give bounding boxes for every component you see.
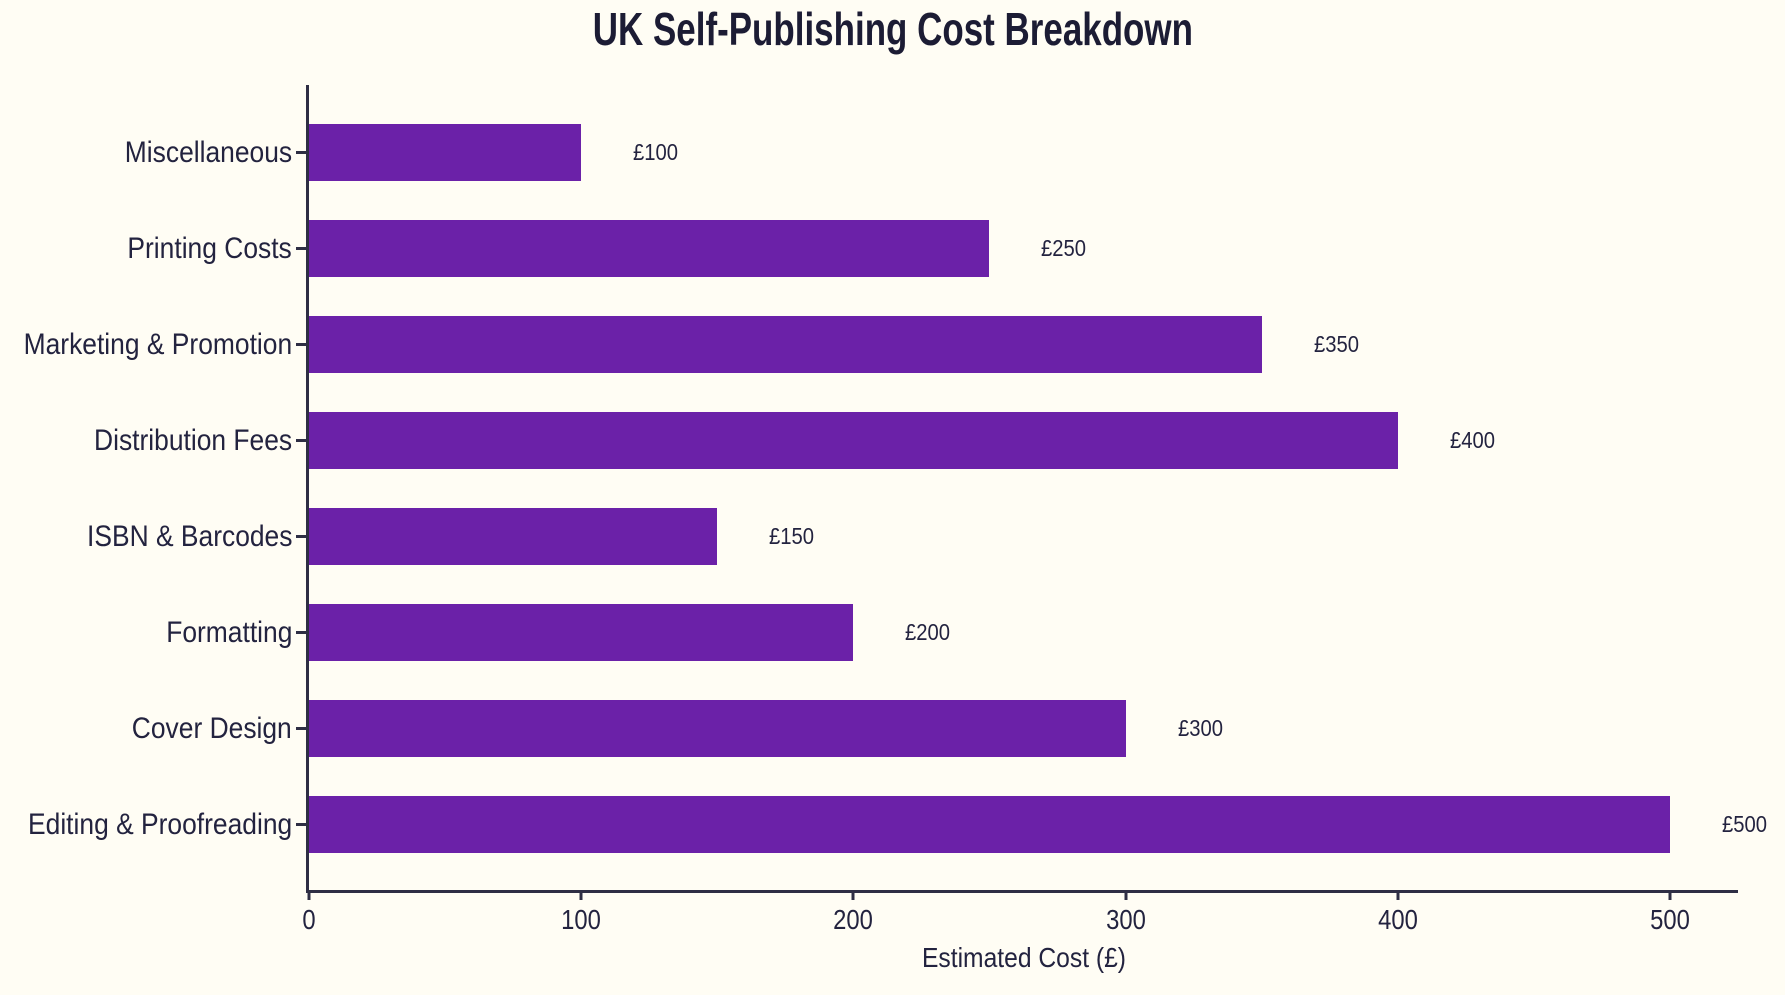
- x-tick-mark-400: [1396, 890, 1400, 900]
- x-tick-mark-300: [1124, 890, 1128, 900]
- y-category-label-formatting: Formatting: [165, 616, 292, 649]
- bar-printing-costs: [309, 220, 990, 277]
- bar-isbn-barcodes: [309, 508, 718, 565]
- bar-distribution-fees: [309, 412, 1398, 469]
- bar-formatting: [309, 604, 854, 661]
- x-tick-label-300: 300: [1105, 904, 1146, 935]
- y-category-label-cover-design: Cover Design: [132, 712, 292, 745]
- y-category-label-distribution-fees: Distribution Fees: [93, 424, 292, 457]
- bar-editing-proofreading: [309, 796, 1670, 853]
- x-tick-label-200: 200: [833, 904, 874, 935]
- x-tick-label-400: 400: [1377, 904, 1418, 935]
- x-tick-label-500: 500: [1650, 904, 1690, 935]
- bar-marketing-promotion: [309, 316, 1262, 373]
- plot-area: Estimated Cost (£) £100 Miscellaneous £250…: [23, 85, 1767, 973]
- x-tick-mark-200: [851, 890, 855, 900]
- bar-cover-design: [309, 700, 1126, 757]
- y-category-label-printing-costs: Printing Costs: [127, 232, 292, 265]
- bar-value-label-editing-proofreading: £500: [1721, 811, 1767, 837]
- bar-value-label-miscellaneous: £100: [633, 139, 679, 165]
- bar-value-label-distribution-fees: £400: [1449, 427, 1495, 453]
- y-tick-mark-distribution-fees: [296, 439, 306, 442]
- chart-title: UK Self-Publishing Cost Breakdown: [592, 3, 1193, 55]
- x-tick-label-100: 100: [561, 904, 602, 935]
- y-category-label-miscellaneous: Miscellaneous: [124, 136, 292, 169]
- bar-value-label-formatting: £200: [905, 619, 951, 645]
- bar-value-label-printing-costs: £250: [1041, 235, 1087, 261]
- bar-value-label-marketing-promotion: £350: [1313, 331, 1359, 357]
- x-tick-label-0: 0: [302, 904, 316, 935]
- y-category-label-marketing-promotion: Marketing & Promotion: [23, 328, 292, 361]
- y-tick-mark-isbn-barcodes: [296, 535, 306, 538]
- bar-value-label-isbn-barcodes: £150: [769, 523, 815, 549]
- y-tick-mark-formatting: [296, 631, 306, 634]
- y-tick-mark-marketing-promotion: [296, 343, 306, 346]
- y-tick-mark-cover-design: [296, 727, 306, 730]
- y-category-label-isbn-barcodes: ISBN & Barcodes: [86, 520, 292, 553]
- y-tick-mark-editing-proofreading: [296, 823, 306, 826]
- y-tick-mark-miscellaneous: [296, 151, 306, 154]
- x-axis-label: Estimated Cost (£): [921, 942, 1126, 973]
- bar-value-label-cover-design: £300: [1177, 715, 1223, 741]
- bar-miscellaneous: [309, 124, 582, 181]
- x-tick-mark-500: [1668, 890, 1672, 900]
- y-tick-mark-printing-costs: [296, 247, 306, 250]
- x-tick-mark-100: [579, 890, 583, 900]
- y-category-label-editing-proofreading: Editing & Proofreading: [27, 808, 292, 841]
- chart-title-container: UK Self-Publishing Cost Breakdown: [0, 2, 1785, 56]
- x-tick-mark-0: [307, 890, 311, 900]
